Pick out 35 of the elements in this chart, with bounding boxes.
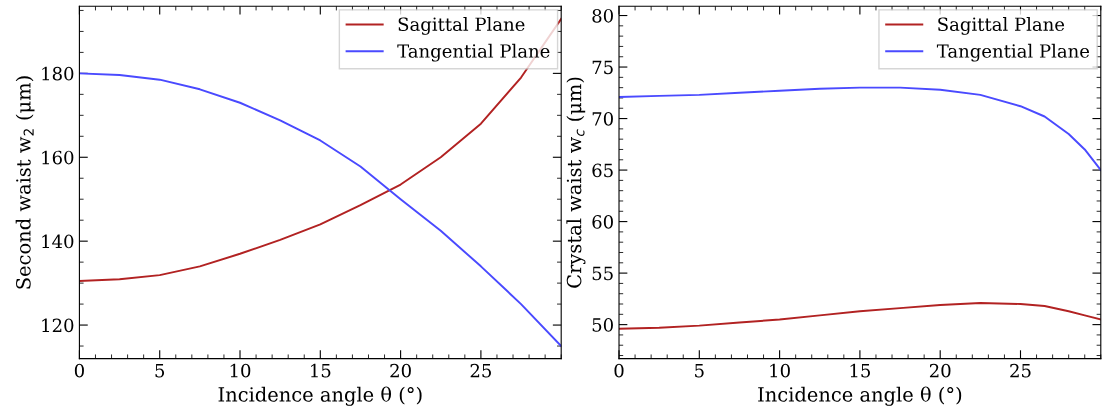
- y-tick-label: 55: [592, 266, 613, 281]
- y-tick-label: 80: [592, 8, 613, 23]
- line-series: [79, 17, 562, 282]
- x-tick-label: 25: [470, 363, 491, 378]
- x-tick-label: 20: [390, 363, 411, 378]
- y-tick-label: 60: [592, 215, 613, 229]
- line-series: [79, 72, 562, 348]
- x-tick-label: 0: [614, 363, 624, 378]
- x-tick-label: 15: [850, 363, 870, 378]
- x-tick-label: 10: [230, 363, 251, 378]
- legend-label: Tangential Plane: [397, 43, 550, 62]
- y-tick-label: 70: [592, 112, 613, 126]
- x-tick-label: 10: [770, 363, 790, 378]
- x-tick-label: 5: [155, 364, 165, 378]
- y-tick-label: 140: [42, 234, 74, 249]
- x-axis-title: Incidence angle θ (°): [218, 386, 422, 406]
- y-tick-label: 65: [592, 163, 613, 178]
- y-axis-title: Second waist w$_{2}$ (μm): [15, 76, 35, 289]
- line-series: [619, 302, 1101, 330]
- y-tick-label: 120: [42, 318, 74, 333]
- x-tick-label: 25: [1010, 363, 1031, 378]
- y-tick-label: 75: [592, 60, 613, 75]
- x-tick-label: 15: [311, 363, 331, 378]
- x-tick-label: 20: [929, 363, 951, 378]
- legend-label: Sagittal Plane: [398, 17, 525, 35]
- y-tick-label: 160: [42, 150, 74, 165]
- legend-label: Sagittal Plane: [938, 17, 1065, 35]
- y-tick-label: 50: [592, 318, 613, 332]
- x-tick-label: 0: [74, 363, 84, 378]
- legend-label: Tangential Plane: [936, 43, 1090, 62]
- y-axis-title: Crystal waist w$_{c}$ (μm): [566, 77, 586, 288]
- x-tick-label: 5: [695, 364, 704, 378]
- line-series: [619, 86, 1101, 172]
- x-axis-title: Incidence angle θ (°): [758, 386, 962, 406]
- y-tick-label: 180: [42, 66, 74, 81]
